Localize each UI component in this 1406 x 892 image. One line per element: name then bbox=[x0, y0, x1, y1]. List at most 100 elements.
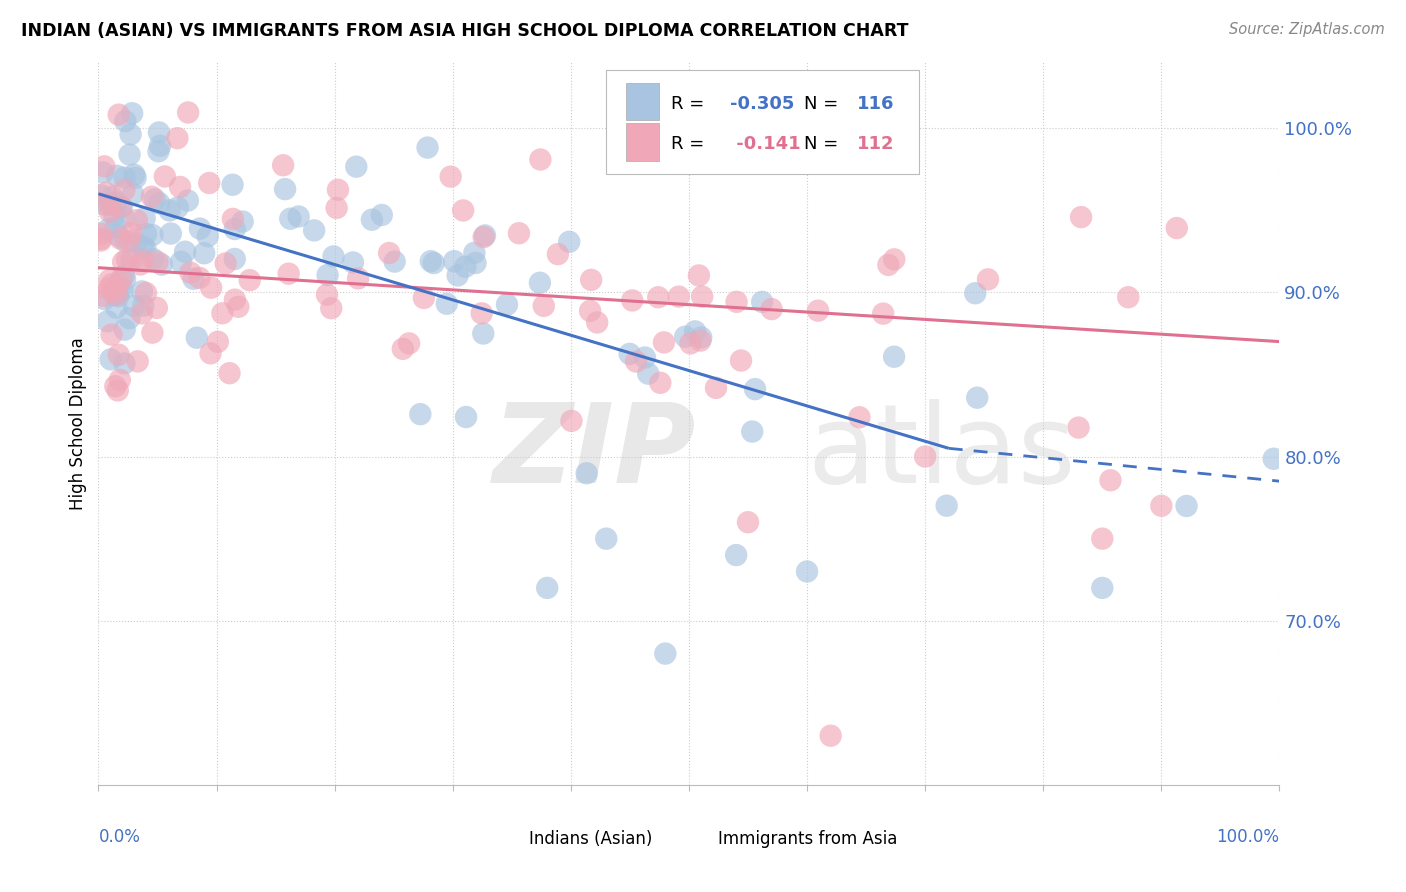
Point bbox=[619, 347, 641, 361]
Point bbox=[114, 170, 136, 185]
Point bbox=[96, 314, 118, 328]
Point bbox=[440, 169, 463, 184]
Point bbox=[112, 211, 135, 225]
Point bbox=[271, 158, 294, 172]
Point bbox=[966, 391, 988, 405]
Point bbox=[107, 289, 129, 303]
Point bbox=[1091, 532, 1114, 546]
Point bbox=[688, 268, 710, 283]
Point bbox=[725, 548, 748, 562]
Point bbox=[647, 290, 669, 304]
Text: Indians (Asian): Indians (Asian) bbox=[530, 830, 652, 848]
Point bbox=[108, 373, 131, 387]
Point bbox=[347, 271, 370, 285]
Point bbox=[94, 186, 117, 200]
Point bbox=[125, 236, 148, 251]
Point bbox=[90, 188, 112, 202]
Point bbox=[1099, 473, 1122, 487]
Point bbox=[120, 253, 142, 268]
Point bbox=[112, 268, 135, 283]
Point bbox=[412, 291, 434, 305]
Point bbox=[1166, 221, 1188, 235]
Point bbox=[97, 222, 120, 236]
Text: -0.141: -0.141 bbox=[730, 136, 801, 153]
Point bbox=[463, 245, 485, 260]
Point bbox=[446, 268, 468, 283]
Point bbox=[454, 410, 477, 425]
Point bbox=[277, 267, 299, 281]
Point bbox=[673, 131, 696, 145]
Point bbox=[186, 331, 208, 345]
Point bbox=[436, 297, 458, 311]
Point bbox=[496, 297, 519, 311]
Point bbox=[668, 290, 690, 304]
Point bbox=[278, 211, 301, 226]
Point bbox=[131, 285, 153, 299]
Point bbox=[122, 186, 145, 201]
Point bbox=[198, 176, 221, 190]
Point bbox=[104, 220, 127, 235]
Point bbox=[761, 302, 783, 317]
Point bbox=[416, 140, 439, 154]
Point bbox=[93, 197, 115, 211]
Point bbox=[392, 342, 415, 356]
Point bbox=[100, 277, 122, 292]
Point bbox=[1070, 210, 1092, 224]
Point bbox=[673, 329, 696, 343]
Point bbox=[104, 288, 127, 302]
Point bbox=[112, 255, 135, 269]
Point bbox=[120, 226, 142, 240]
Point bbox=[134, 211, 156, 226]
FancyBboxPatch shape bbox=[606, 70, 920, 175]
Point bbox=[142, 252, 165, 266]
Point bbox=[141, 227, 163, 242]
Point bbox=[560, 414, 582, 428]
Point bbox=[169, 180, 191, 194]
Point bbox=[634, 351, 657, 365]
Point bbox=[637, 367, 659, 381]
Point bbox=[654, 647, 676, 661]
Point bbox=[207, 334, 229, 349]
Point bbox=[114, 272, 136, 286]
Point bbox=[472, 326, 495, 341]
FancyBboxPatch shape bbox=[679, 825, 713, 852]
Point bbox=[872, 307, 894, 321]
Point bbox=[104, 379, 127, 393]
Point bbox=[122, 299, 145, 313]
Point bbox=[114, 323, 136, 337]
Point bbox=[471, 306, 494, 320]
Point bbox=[214, 256, 236, 270]
Point bbox=[326, 183, 349, 197]
Point bbox=[725, 294, 748, 309]
Point bbox=[193, 246, 215, 260]
Point bbox=[877, 258, 900, 272]
Point bbox=[579, 273, 602, 287]
Point bbox=[621, 293, 644, 308]
Text: Immigrants from Asia: Immigrants from Asia bbox=[718, 830, 898, 848]
Text: 112: 112 bbox=[856, 136, 894, 153]
Point bbox=[118, 234, 141, 248]
Point bbox=[222, 211, 245, 226]
Point bbox=[93, 160, 115, 174]
Point bbox=[316, 287, 339, 301]
Point bbox=[361, 212, 384, 227]
Point bbox=[114, 235, 136, 249]
Point bbox=[107, 228, 129, 243]
Point bbox=[107, 384, 129, 398]
Point bbox=[101, 190, 124, 204]
Point bbox=[159, 203, 181, 218]
Text: INDIAN (ASIAN) VS IMMIGRANTS FROM ASIA HIGH SCHOOL DIPLOMA CORRELATION CHART: INDIAN (ASIAN) VS IMMIGRANTS FROM ASIA H… bbox=[21, 22, 908, 40]
Point bbox=[100, 352, 122, 367]
Point bbox=[302, 223, 325, 237]
Point bbox=[741, 425, 763, 439]
Point bbox=[224, 293, 246, 307]
Point bbox=[200, 281, 222, 295]
Point bbox=[111, 200, 134, 214]
Point bbox=[141, 326, 163, 340]
Point bbox=[547, 247, 569, 261]
Point bbox=[122, 168, 145, 182]
Point bbox=[131, 252, 153, 267]
Point bbox=[730, 353, 752, 368]
Point bbox=[121, 106, 143, 120]
Point bbox=[683, 324, 706, 338]
